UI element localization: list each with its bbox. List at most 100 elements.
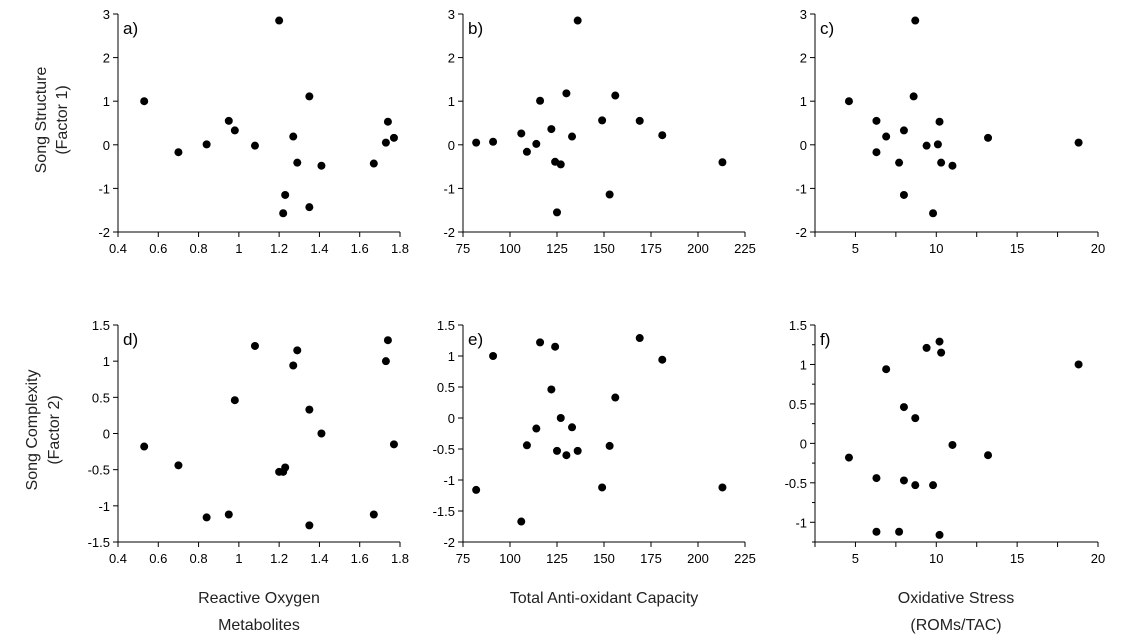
x-tick-label: 1.2 [270,551,288,566]
data-point [369,510,378,519]
data-point [472,138,481,147]
data-point [562,451,571,460]
data-point [948,440,957,449]
panel-label: c) [820,19,834,38]
x-tick-label: 15 [1010,551,1024,566]
data-point [532,424,541,433]
y-tick-label: -1 [98,499,110,514]
data-point [381,357,390,366]
data-point [489,137,498,146]
data-point [922,141,931,150]
data-point [882,132,891,141]
data-point [472,485,481,494]
y-tick-label: -0.5 [785,476,807,491]
data-point [562,89,571,98]
data-point [882,365,891,374]
y-title-row1-line2: (Factor 1) [54,85,71,154]
data-point [635,334,644,343]
data-point [598,483,607,492]
y-tick-label: 3 [448,7,455,22]
data-point [568,132,577,141]
y-tick-label: -0.5 [88,463,110,478]
data-point [899,190,908,199]
data-point [547,385,556,394]
data-point [929,209,938,218]
data-point [635,116,644,125]
data-point [317,161,326,170]
data-point [250,141,259,150]
data-point [202,513,211,522]
x-tick-label: 1.4 [310,551,328,566]
data-point [202,140,211,149]
data-point [305,203,314,212]
data-point [317,429,326,438]
y-tick-label: 0 [103,427,110,442]
x-tick-label: 0.8 [190,241,208,256]
data-point [289,361,298,370]
data-point [553,446,561,455]
data-point [489,352,498,360]
data-point [611,393,620,402]
x-tick-label: 150 [593,551,615,566]
data-point [929,481,938,490]
x-tick-label: 75 [456,551,470,566]
data-point [1074,138,1083,147]
y-tick-label: -1 [795,181,807,196]
y-tick-label: -1 [98,181,110,196]
data-point [718,483,727,492]
x-tick-label: 200 [687,241,709,256]
x-tick-label: 175 [640,241,662,256]
y-tick-label: -1 [443,181,455,196]
panel-label: f) [820,330,830,349]
data-point [911,414,920,423]
y-tick-label: -2 [443,225,455,240]
y-tick-label: -1.5 [433,504,455,519]
data-point [536,96,545,105]
x-title-col2-line1: Total Anti-oxidant Capacity [510,590,699,607]
y-title-row2-line2: (Factor 2) [46,395,63,464]
x-tick-label: 0.4 [109,241,127,256]
data-point [895,158,904,167]
data-point [389,133,398,142]
x-title-col1-line1: Reactive Oxygen [198,590,320,607]
data-point [556,160,565,169]
x-title-col2: Total Anti-oxidant Capacity [510,590,699,607]
data-point [573,16,582,25]
scatter-panel-c: 5 10 15 20 -2 -1 0 1 2 3 c) [795,7,1105,256]
x-tick-label: 1 [235,551,242,566]
data-point [935,530,944,539]
x-tick-label: 1.8 [391,241,409,256]
data-point [305,405,314,414]
x-title-col3-line1: Oxidative Stress [898,590,1014,607]
data-point [536,338,545,347]
y-tick-label: 0 [448,138,455,153]
y-tick-label: 2 [800,51,807,66]
data-point [658,131,667,140]
y-tick-label: 1.5 [789,318,807,333]
data-point [522,441,531,450]
panel-label: a) [123,19,138,38]
data-point [381,138,390,147]
x-tick-label: 150 [593,241,615,256]
y-tick-label: 2 [448,51,455,66]
data-point [911,16,920,25]
data-point [230,396,239,405]
scatter-panel-a: 0.4 0.6 0.8 1 1.2 1.4 1.6 1.8 -2 -1 0 1 2 3 a) [98,7,409,256]
data-point [844,453,853,462]
data-point [553,208,561,217]
y-tick-label: -2 [443,535,455,550]
x-tick-label: 75 [456,241,470,256]
data-point [899,126,908,135]
data-point [140,97,149,106]
y-title-row2-line1: Song Complexity [24,370,41,491]
x-tick-label: 5 [852,241,859,256]
scatter-panel-d: 0.4 0.6 0.8 1 1.2 1.4 1.6 1.8 -1.5 -1 -0.5 0 0.5 1 1.5… [88,318,409,566]
data-point [948,161,957,170]
x-tick-label: 10 [929,551,943,566]
x-title-col3: Oxidative Stress (ROMs/TAC) [898,590,1014,634]
y-tick-label: -1 [795,515,807,530]
data-point [547,125,556,134]
scatter-panel-b: 75 100 125 150 175 200 225 -2 -1 0 1 2 3 b) [443,7,755,256]
x-tick-label: 225 [734,241,756,256]
data-point [899,403,908,412]
